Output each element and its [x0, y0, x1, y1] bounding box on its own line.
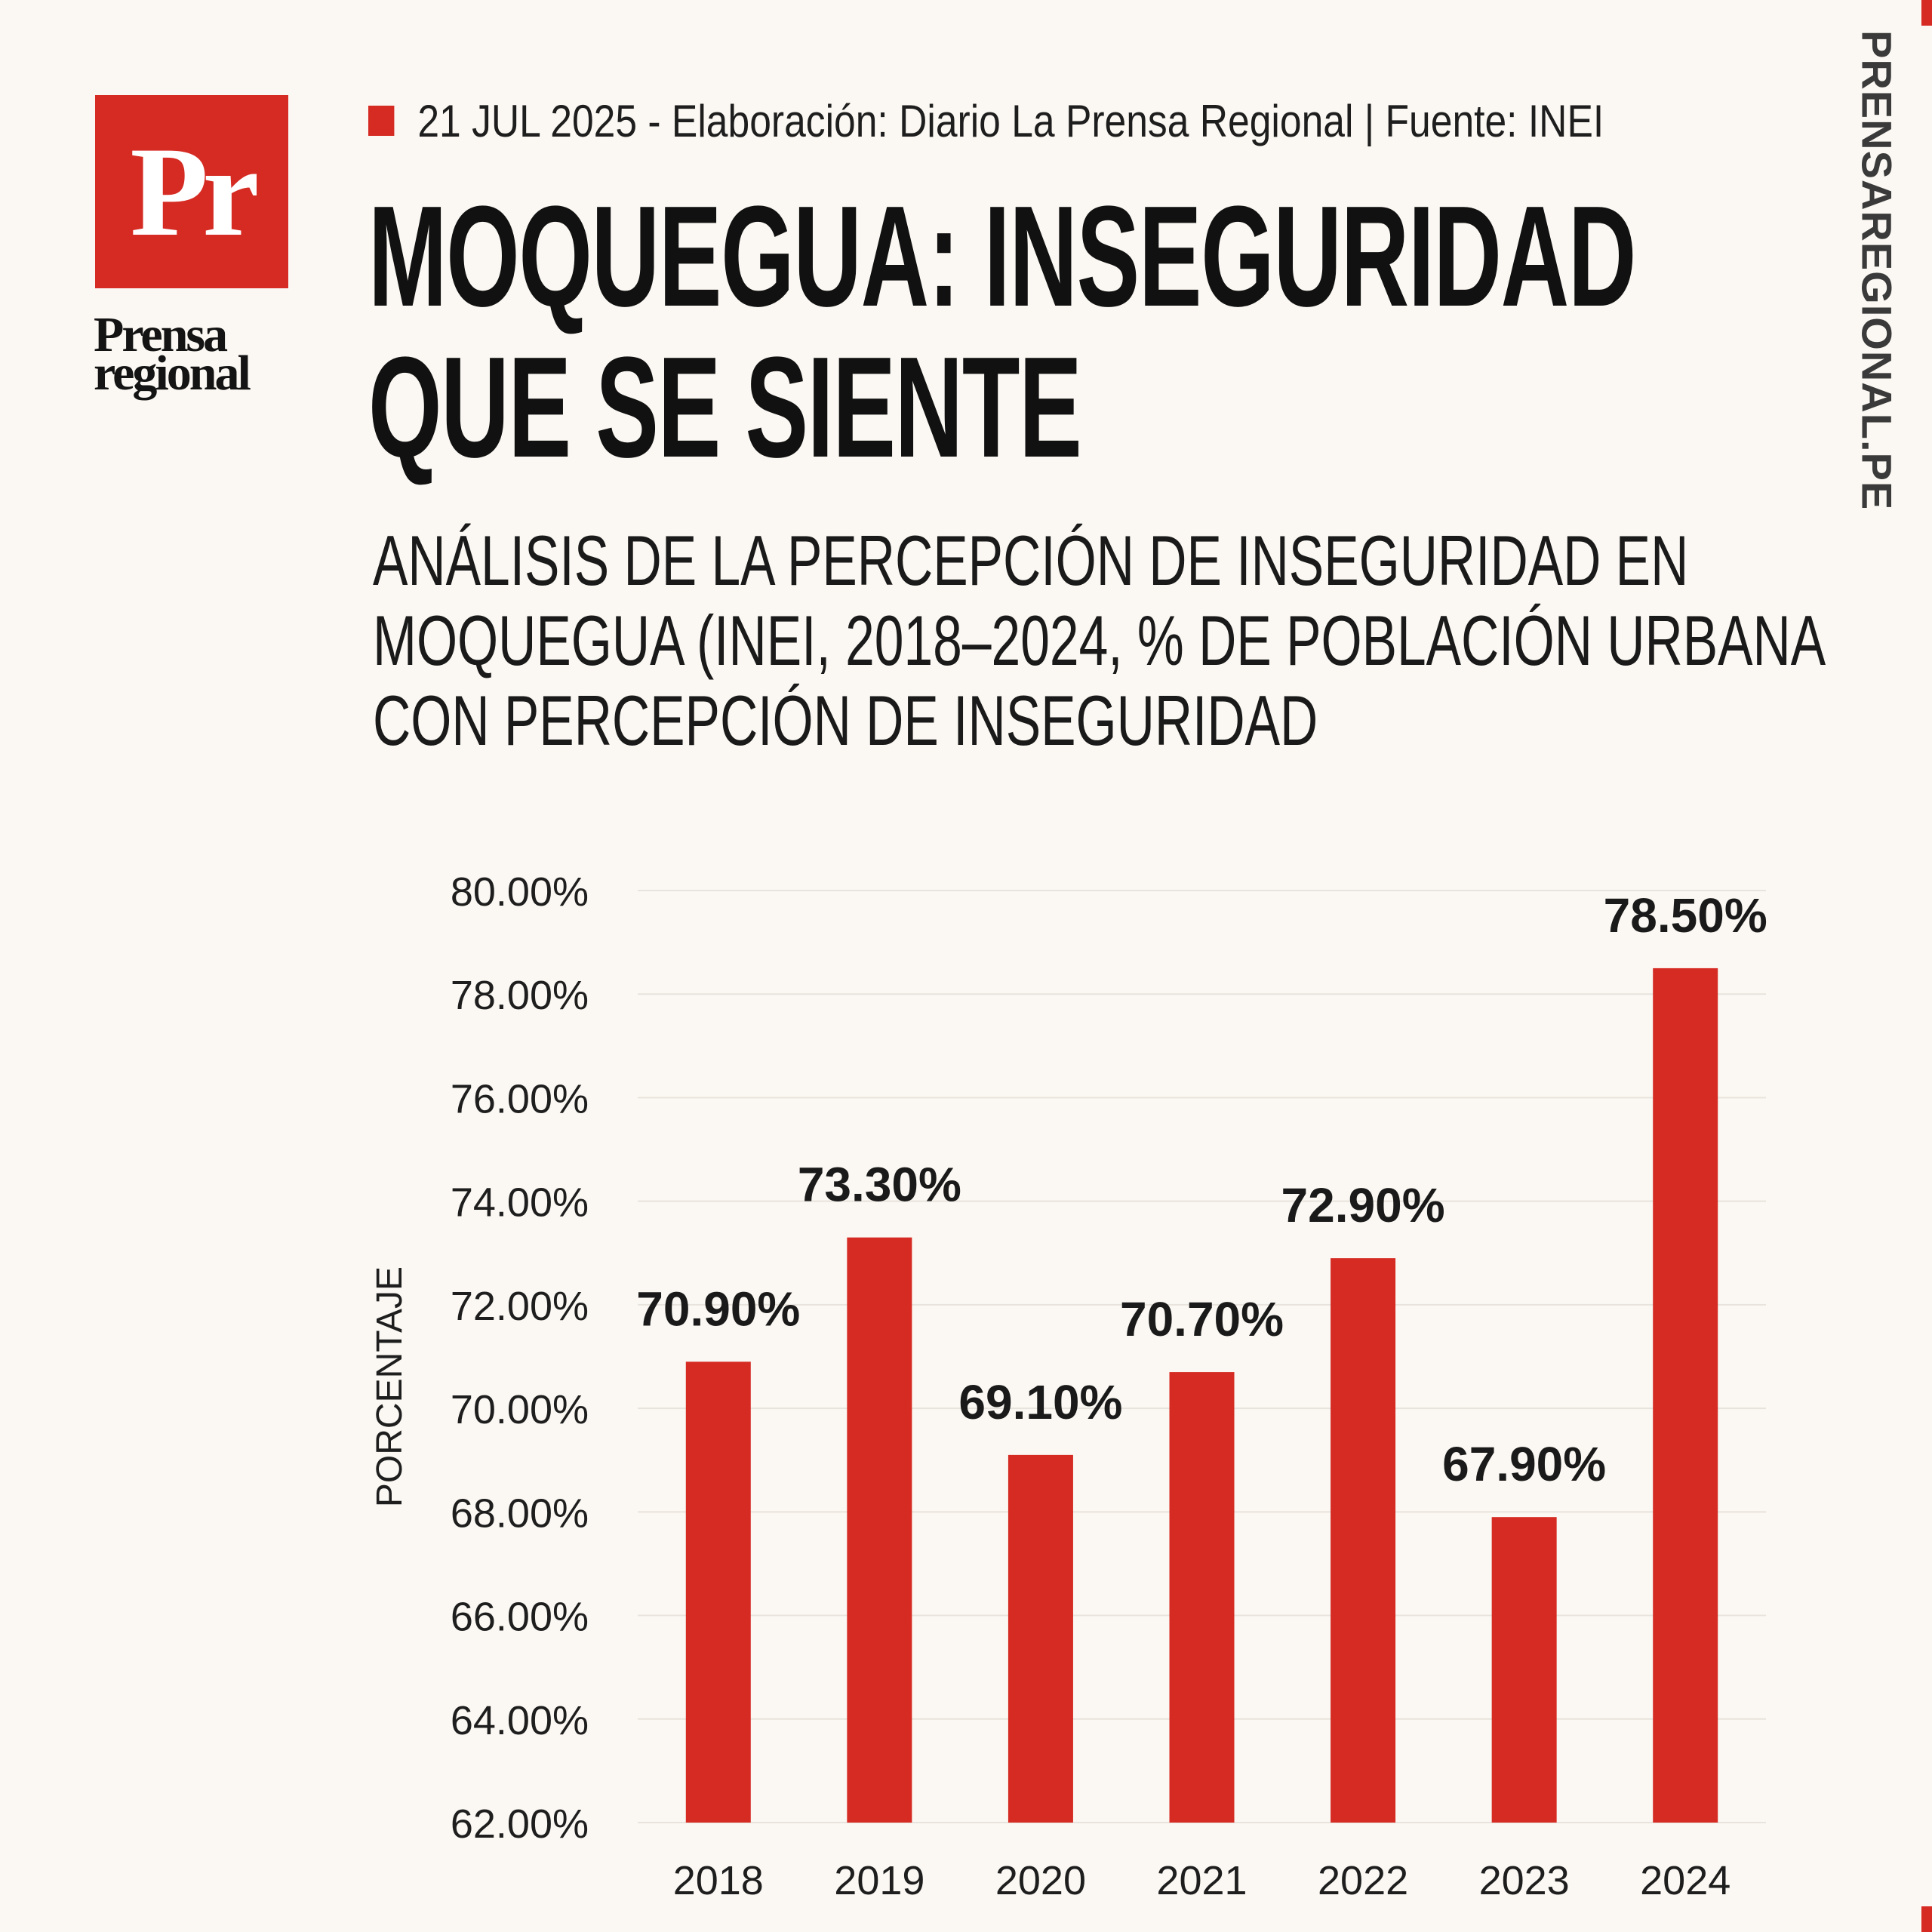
y-tick-label: 74.00%	[451, 1180, 589, 1226]
bar	[1008, 1454, 1073, 1823]
logo-monogram: Pr	[130, 121, 259, 263]
y-axis-title: PORCENTAJE	[370, 1266, 410, 1507]
y-tick-label: 80.00%	[451, 869, 589, 915]
data-label: 72.90%	[1281, 1178, 1445, 1232]
data-label: 73.30%	[798, 1158, 961, 1212]
data-label: 70.90%	[636, 1281, 800, 1336]
bar	[1491, 1517, 1557, 1823]
data-label: 78.50%	[1604, 888, 1767, 943]
page-subtitle: ANÁLISIS DE LA PERCEPCIÓN DE INSEGURIDAD…	[373, 521, 1826, 761]
subtitle-line-1: ANÁLISIS DE LA PERCEPCIÓN DE INSEGURIDAD…	[373, 521, 1689, 600]
red-square-icon	[368, 106, 395, 136]
brand-logo: Pr	[95, 95, 288, 288]
logo-word-prensa: Prensa	[94, 307, 228, 362]
x-tick-label: 2019	[834, 1858, 924, 1903]
y-tick-label: 68.00%	[451, 1491, 589, 1536]
y-tick-label: 64.00%	[451, 1698, 589, 1743]
bar	[847, 1237, 912, 1823]
subtitle-line-3: CON PERCEPCIÓN DE INSEGURIDAD	[373, 681, 1318, 760]
y-tick-label: 70.00%	[451, 1387, 589, 1432]
x-tick-label: 2024	[1640, 1858, 1730, 1903]
side-url: PRENSAREGIONAL.PE	[1839, 30, 1915, 574]
bar	[1169, 1372, 1235, 1823]
meta-text: 21 JUL 2025 - Elaboración: Diario La Pre…	[417, 95, 1604, 146]
edge-accent-top	[1921, 0, 1932, 26]
y-tick-label: 78.00%	[451, 973, 589, 1018]
meta-line: 21 JUL 2025 - Elaboración: Diario La Pre…	[368, 92, 1604, 149]
data-label: 67.90%	[1442, 1437, 1606, 1491]
x-tick-label: 2022	[1318, 1858, 1408, 1903]
title-line-2: QUE SE SIENTE	[368, 328, 1082, 488]
x-tick-label: 2020	[995, 1858, 1086, 1903]
brand-wordmark: Prensa regional	[94, 307, 297, 401]
data-label: 69.10%	[958, 1375, 1122, 1429]
x-tick-label: 2018	[673, 1858, 764, 1903]
subtitle-line-2: MOQUEGUA (INEI, 2018–2024, % DE POBLACIÓ…	[373, 601, 1826, 680]
bar	[1331, 1258, 1396, 1823]
x-tick-label: 2023	[1479, 1858, 1570, 1903]
y-tick-label: 66.00%	[451, 1595, 589, 1640]
bar	[685, 1361, 751, 1823]
y-tick-label: 76.00%	[451, 1076, 589, 1121]
y-tick-label: 62.00%	[451, 1801, 589, 1847]
side-url-text: PRENSAREGIONAL.PE	[1853, 30, 1901, 511]
x-tick-label: 2021	[1156, 1858, 1247, 1903]
y-tick-label: 72.00%	[451, 1284, 589, 1329]
data-label: 70.70%	[1120, 1292, 1284, 1346]
edge-accent-bottom	[1921, 1906, 1932, 1932]
bar	[1653, 968, 1718, 1823]
logo-word-regional: regional	[94, 346, 251, 401]
